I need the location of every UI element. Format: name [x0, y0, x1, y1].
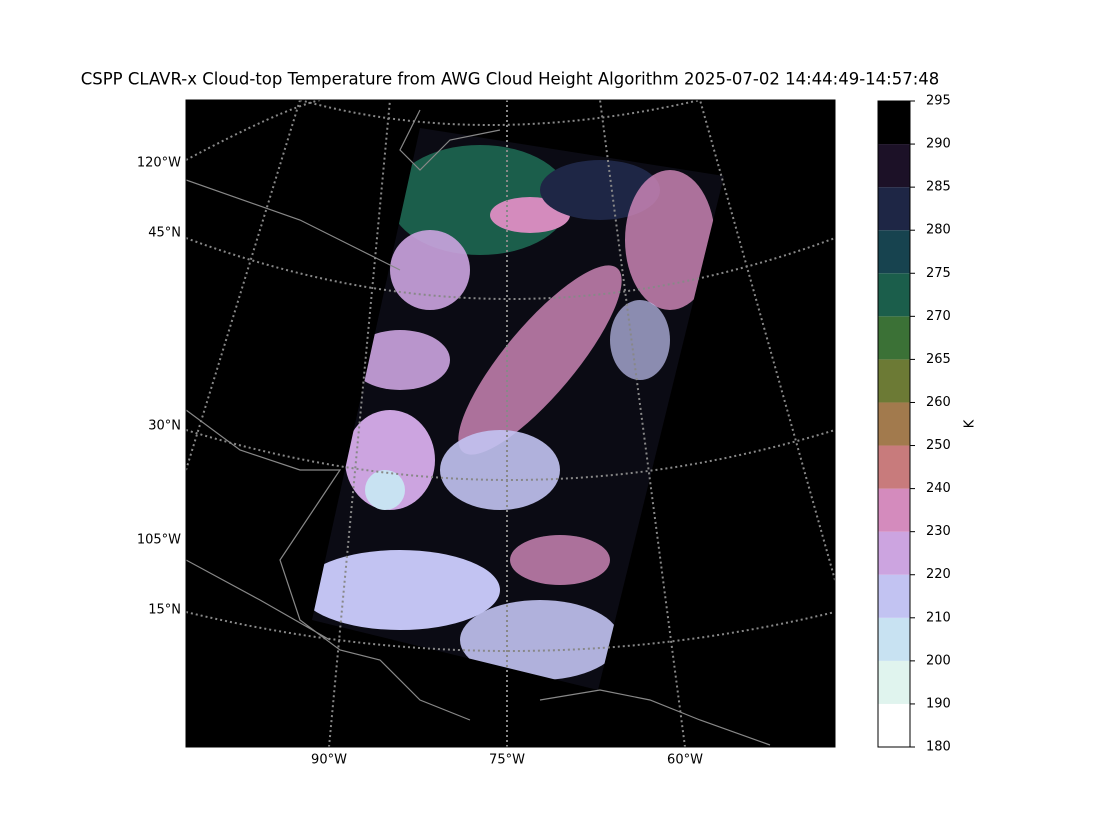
lon-label: 60°W — [667, 753, 703, 768]
colorbar-label: K — [963, 419, 978, 428]
lat-label: 45°N — [148, 226, 181, 241]
map-frame — [185, 99, 836, 748]
lon-label: 105°W — [137, 533, 181, 548]
colorbar-segment — [878, 703, 910, 747]
colorbar-tick-label: 280 — [926, 223, 951, 238]
colorbar-segment — [878, 574, 910, 618]
colorbar-tick-label: 270 — [926, 309, 951, 324]
lat-label: 15°N — [148, 603, 181, 618]
colorbar-tick-label: 260 — [926, 395, 951, 410]
colorbar-tick-label: 240 — [926, 481, 951, 496]
colorbar-segment — [878, 273, 910, 317]
colorbar-tick-label: 230 — [926, 524, 951, 539]
colorbar-tick-label: 290 — [926, 137, 951, 152]
colorbar-segment — [878, 488, 910, 532]
colorbar-tick-label: 250 — [926, 438, 951, 453]
colorbar-segment — [878, 402, 910, 446]
colorbar-segment — [878, 660, 910, 704]
colorbar-tick-label: 210 — [926, 610, 951, 625]
lat-label: 30°N — [148, 419, 181, 434]
colorbar-tick-label: 265 — [926, 352, 951, 367]
colorbar-segment — [878, 316, 910, 360]
colorbar-segment — [878, 359, 910, 403]
colorbar-tick-label: 190 — [926, 696, 951, 711]
colorbar-tick-label: 180 — [926, 740, 951, 755]
colorbar-segment — [878, 445, 910, 489]
colorbar-segment — [878, 617, 910, 661]
colorbar-segment — [878, 144, 910, 188]
colorbar-segment — [878, 187, 910, 231]
lon-label: 90°W — [311, 753, 347, 768]
colorbar-tick-label: 285 — [926, 180, 951, 195]
colorbar-tick-label: 275 — [926, 266, 951, 281]
colorbar-frame — [877, 100, 911, 748]
colorbar-tick-label: 295 — [926, 94, 951, 109]
colorbar-segment — [878, 230, 910, 274]
map — [186, 100, 835, 747]
lon-label: 75°W — [489, 753, 525, 768]
colorbar-segment — [878, 531, 910, 575]
colorbar-tick-label: 200 — [926, 653, 951, 668]
colorbar-tick-label: 220 — [926, 567, 951, 582]
colorbar-segment — [878, 101, 910, 145]
lon-label: 120°W — [137, 156, 181, 171]
title: CSPP CLAVR-x Cloud-top Temperature from … — [81, 70, 940, 89]
